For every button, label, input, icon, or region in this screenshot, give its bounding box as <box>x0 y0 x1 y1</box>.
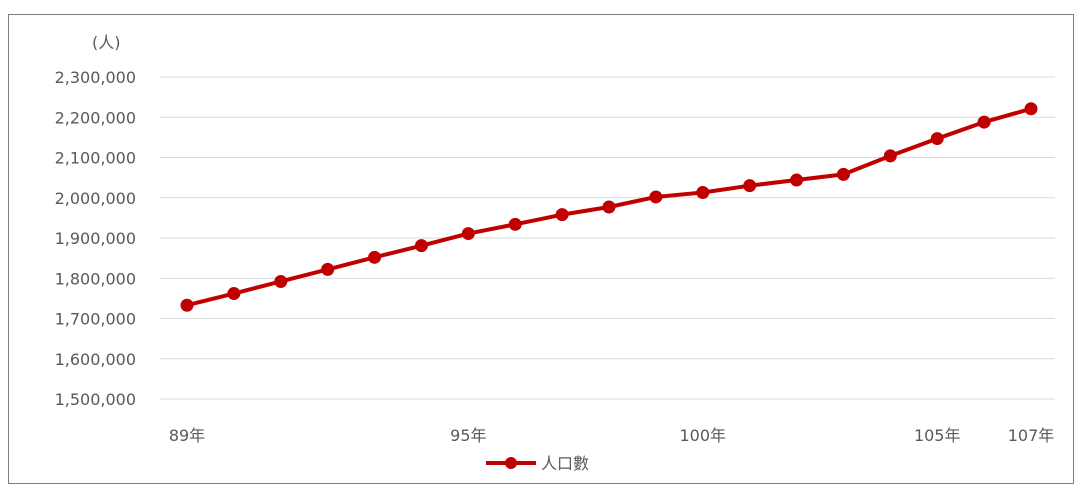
y-tick-label: 1,500,000 <box>55 390 136 409</box>
y-tick-label: 2,000,000 <box>55 189 136 208</box>
y-tick-label: 2,300,000 <box>55 68 136 87</box>
legend-label: 人口數 <box>541 454 589 473</box>
y-tick-label: 1,900,000 <box>55 229 136 248</box>
data-point <box>790 173 804 187</box>
data-point <box>836 167 850 181</box>
x-tick-label: 95年 <box>450 426 486 445</box>
data-point <box>368 250 382 264</box>
gridlines <box>160 76 1055 400</box>
data-point <box>508 217 522 231</box>
data-point <box>414 239 428 253</box>
data-point <box>883 149 897 163</box>
x-axis-ticks: 89年 95年 100年 105年 107年 <box>169 426 1054 445</box>
data-point <box>743 179 757 193</box>
x-tick-label: 100年 <box>680 426 727 445</box>
data-point <box>602 200 616 214</box>
series-layer <box>180 102 1038 312</box>
data-point <box>1024 102 1038 116</box>
y-tick-label: 2,200,000 <box>55 108 136 127</box>
data-point <box>649 190 663 204</box>
x-tick-label: 105年 <box>914 426 961 445</box>
data-point <box>696 186 710 200</box>
data-point <box>274 274 288 288</box>
data-point <box>461 227 475 241</box>
y-axis-unit: (人) <box>92 33 121 52</box>
data-point <box>930 132 944 146</box>
data-point <box>321 262 335 276</box>
data-point <box>180 298 194 312</box>
legend-marker <box>505 457 517 469</box>
y-tick-label: 1,800,000 <box>55 269 136 288</box>
data-point <box>227 287 241 301</box>
x-tick-label: 89年 <box>169 426 205 445</box>
y-tick-label: 1,600,000 <box>55 350 136 369</box>
chart-frame <box>8 14 1074 484</box>
data-point <box>555 208 569 222</box>
x-tick-label: 107年 <box>1008 426 1055 445</box>
data-point <box>977 115 991 129</box>
y-tick-label: 1,700,000 <box>55 310 136 329</box>
y-axis-ticks: 2,300,000 2,200,000 2,100,000 2,000,000 1,90… <box>55 68 136 409</box>
y-tick-label: 2,100,000 <box>55 149 136 168</box>
legend: 人口數 <box>486 454 589 473</box>
